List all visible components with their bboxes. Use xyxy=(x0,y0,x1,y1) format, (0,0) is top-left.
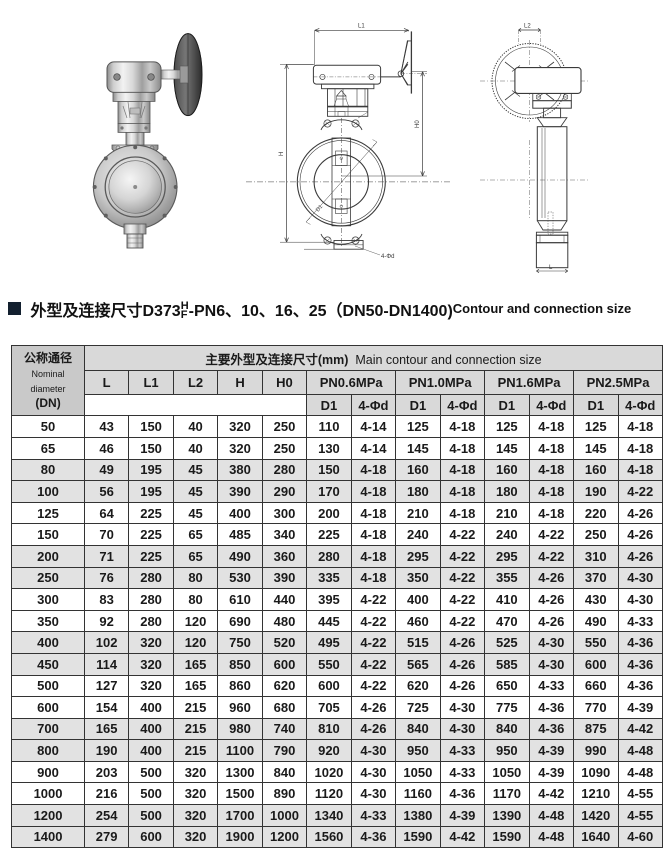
svg-text:L1: L1 xyxy=(358,24,365,30)
svg-text:H0: H0 xyxy=(415,120,421,128)
svg-text:D1: D1 xyxy=(315,204,324,213)
svg-text:H: H xyxy=(279,152,285,156)
svg-text:L2: L2 xyxy=(524,24,531,30)
svg-text:4-Φd: 4-Φd xyxy=(381,254,394,260)
